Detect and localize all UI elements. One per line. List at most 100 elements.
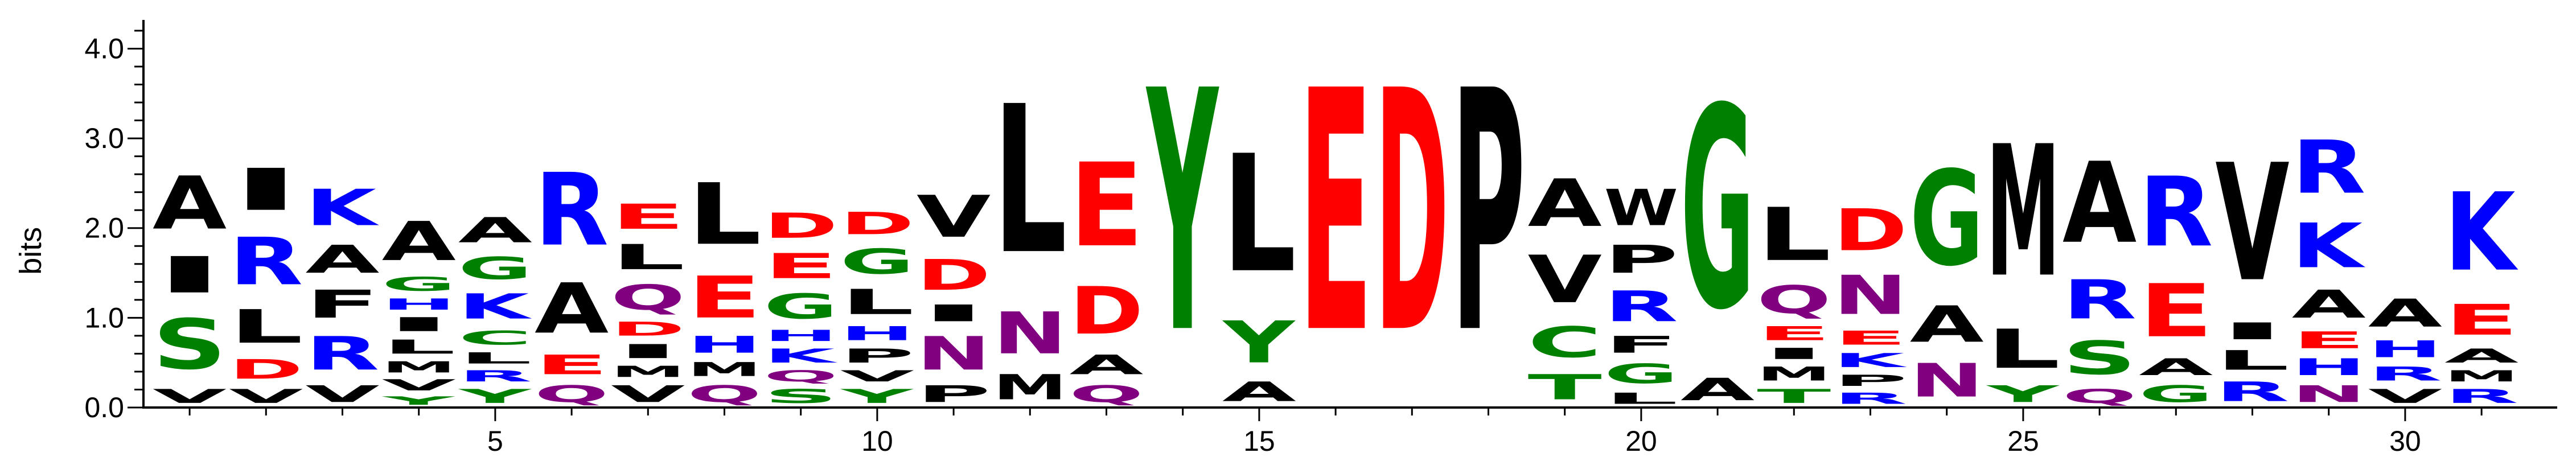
logo-letter-t-pos22: T — [1757, 385, 1831, 408]
logo-letter-l-pos8: L — [687, 166, 761, 264]
logo-letter-d-pos2: D — [229, 354, 303, 385]
y-tick-label: 4.0 — [84, 32, 124, 64]
logo-letter-t-pos19: T — [1528, 368, 1602, 408]
logo-letter-a-pos15: A — [1222, 376, 1296, 408]
logo-letter-l-pos12: L — [993, 63, 1067, 299]
logo-letter-l-pos10: L — [840, 282, 914, 322]
x-tick-label: 5 — [487, 425, 503, 457]
x-tick-label: 30 — [2389, 425, 2421, 457]
x-tick-label: 25 — [2007, 425, 2039, 457]
logo-letter-v-pos10: V — [840, 367, 914, 385]
logo-letter-v-pos1: V — [153, 385, 227, 408]
logo-letter-v-pos19: V — [1528, 241, 1602, 318]
logo-letters: VSIAVDLRIVRFAKYVMLIHGAYRLCKGAQEARVMIDQLE… — [153, 20, 2519, 408]
x-tick-label: 15 — [1243, 425, 1275, 457]
logo-letter-f-pos20: F — [1604, 331, 1678, 358]
logo-letter-v-pos7: V — [611, 381, 685, 408]
logo-letter-a-pos4: A — [382, 211, 456, 273]
logo-letter-h-pos8: H — [687, 331, 761, 358]
logo-letter-m-pos12: M — [993, 368, 1067, 408]
logo-letter-v-pos2: V — [229, 385, 303, 408]
y-tick-label: 3.0 — [84, 122, 124, 154]
logo-letter-a-pos3: A — [305, 237, 379, 282]
logo-letter-q-pos6: Q — [535, 381, 609, 408]
logo-letter-k-pos31: K — [2444, 170, 2519, 295]
logo-letter-v-pos30: V — [2368, 385, 2442, 408]
logo-letter-d-pos11: D — [917, 250, 991, 299]
logo-letter-p-pos18: P — [1451, 22, 1525, 406]
logo-letter-n-pos24: N — [1910, 354, 1984, 408]
logo-letter-q-pos13: Q — [1069, 381, 1143, 408]
logo-letter-l-pos25: L — [1986, 318, 2060, 380]
logo-letter-e-pos29: E — [2292, 327, 2366, 353]
logo-letter-q-pos22: Q — [1757, 277, 1831, 322]
logo-letter-i-pos11: I — [917, 300, 991, 327]
logo-letter-y-pos14: Y — [1145, 21, 1219, 407]
logo-letter-m-pos31: M — [2444, 367, 2519, 385]
logo-letter-g-pos21: G — [1681, 50, 1755, 372]
logo-letter-e-pos6: E — [535, 349, 609, 381]
logo-letter-k-pos23: K — [1833, 349, 1907, 372]
logo-letter-e-pos16: E — [1299, 21, 1373, 406]
logo-letter-n-pos12: N — [993, 300, 1067, 367]
logo-letter-v-pos4: V — [382, 376, 456, 394]
logo-letter-i-pos2: I — [229, 157, 303, 224]
logo-letter-i-pos1: I — [153, 246, 227, 304]
logo-letter-r-pos6: R — [535, 152, 609, 269]
logo-letter-v-pos3: V — [305, 381, 380, 408]
logo-letter-r-pos26: R — [2063, 269, 2137, 332]
logo-letter-l-pos4: L — [382, 336, 456, 358]
logo-letter-q-pos26: Q — [2063, 385, 2137, 408]
logo-letter-r-pos5: R — [458, 367, 532, 385]
logo-letter-s-pos1: S — [153, 305, 227, 385]
logo-letter-e-pos23: E — [1833, 327, 1907, 349]
logo-letter-m-pos8: M — [687, 358, 761, 380]
logo-letter-e-pos22: E — [1757, 323, 1831, 345]
logo-letter-l-pos20: L — [1604, 390, 1678, 408]
logo-letter-p-pos10: P — [840, 345, 914, 367]
logo-letter-a-pos13: A — [1069, 349, 1143, 381]
y-axis-title: bits — [14, 227, 48, 275]
logo-letter-l-pos22: L — [1757, 193, 1831, 278]
logo-letter-a-pos30: A — [2368, 291, 2442, 336]
logo-letter-q-pos8: Q — [687, 381, 761, 408]
logo-letter-m-pos7: M — [611, 363, 685, 380]
logo-letter-l-pos28: L — [2215, 345, 2289, 376]
logo-letter-q-pos7: Q — [611, 278, 685, 318]
logo-letter-h-pos4: H — [382, 295, 456, 313]
logo-letter-r-pos20: R — [1604, 282, 1678, 331]
x-tick-label: 20 — [1625, 425, 1657, 457]
logo-letter-f-pos3: F — [305, 282, 379, 327]
logo-letter-r-pos27: R — [2139, 157, 2213, 269]
logo-letter-r-pos31: R — [2444, 385, 2519, 408]
logo-letter-p-pos11: P — [917, 381, 991, 408]
logo-letter-p-pos23: P — [1833, 372, 1907, 389]
logo-letter-a-pos1: A — [153, 161, 227, 246]
logo-letter-k-pos29: K — [2292, 211, 2366, 282]
logo-letter-n-pos11: N — [917, 327, 991, 381]
logo-letter-h-pos9: H — [764, 327, 838, 344]
logo-letter-h-pos10: H — [840, 322, 914, 344]
logo-letter-a-pos5: A — [458, 210, 532, 250]
logo-letter-p-pos20: P — [1604, 237, 1678, 282]
logo-letter-y-pos15: Y — [1222, 309, 1296, 376]
logo-letter-n-pos23: N — [1833, 265, 1907, 327]
logo-letter-r-pos30: R — [2368, 363, 2442, 385]
logo-letter-i-pos7: I — [611, 340, 685, 363]
logo-letter-k-pos3: K — [305, 179, 379, 237]
logo-letter-d-pos23: D — [1833, 197, 1907, 264]
logo-letter-r-pos2: R — [229, 224, 303, 300]
logo-letter-d-pos13: D — [1069, 274, 1143, 349]
logo-letter-e-pos13: E — [1069, 139, 1143, 273]
y-tick-label: 2.0 — [84, 212, 124, 244]
logo-letter-i-pos28: I — [2215, 318, 2289, 344]
logo-letter-c-pos19: C — [1528, 318, 1602, 367]
logo-letter-k-pos5: K — [458, 286, 532, 327]
logo-letter-y-pos5: Y — [458, 385, 532, 408]
logo-letter-a-pos29: A — [2292, 282, 2366, 327]
logo-letter-a-pos21: A — [1681, 372, 1755, 408]
logo-letter-r-pos28: R — [2215, 376, 2289, 408]
logo-letter-v-pos11: V — [917, 183, 991, 250]
logo-letter-h-pos29: H — [2292, 354, 2366, 381]
